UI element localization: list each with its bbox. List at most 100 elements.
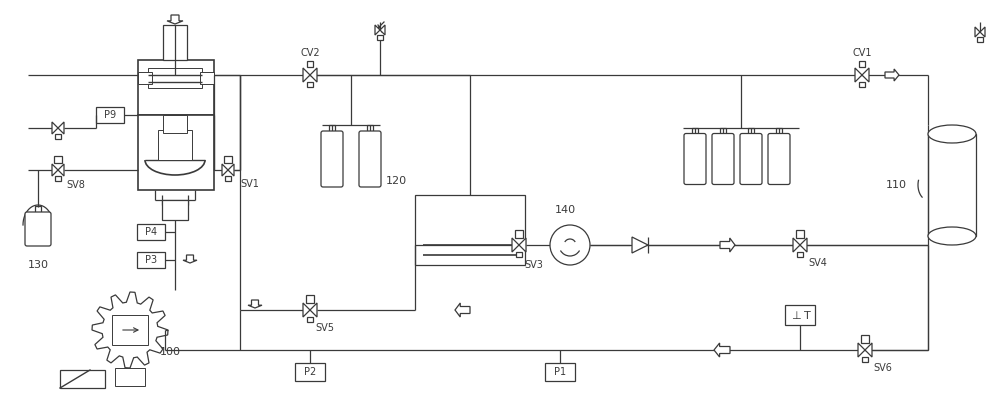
Bar — [138, 60, 214, 115]
Polygon shape — [248, 300, 262, 308]
Polygon shape — [58, 122, 64, 134]
Polygon shape — [975, 27, 980, 37]
Polygon shape — [714, 343, 730, 357]
Polygon shape — [800, 238, 807, 252]
Bar — [54, 156, 62, 163]
Bar — [785, 305, 815, 325]
FancyBboxPatch shape — [321, 131, 343, 187]
Polygon shape — [455, 303, 470, 317]
Text: 120: 120 — [386, 176, 407, 186]
Bar — [115, 368, 145, 386]
Text: 130: 130 — [28, 260, 49, 270]
Text: CV1: CV1 — [852, 48, 872, 58]
Text: 100: 100 — [160, 347, 181, 357]
Polygon shape — [865, 343, 872, 357]
Ellipse shape — [928, 125, 976, 143]
Bar — [112, 315, 148, 345]
Bar — [307, 82, 313, 87]
Bar — [861, 335, 869, 343]
FancyBboxPatch shape — [684, 134, 706, 184]
Bar — [163, 25, 187, 60]
Bar — [306, 295, 314, 303]
Polygon shape — [228, 164, 234, 176]
Text: P1: P1 — [554, 367, 566, 377]
Polygon shape — [310, 68, 317, 82]
Text: P4: P4 — [145, 227, 157, 237]
Bar — [55, 134, 61, 139]
Polygon shape — [303, 303, 310, 317]
Bar — [859, 61, 865, 67]
Polygon shape — [58, 164, 64, 176]
Text: SV1: SV1 — [240, 179, 259, 189]
Polygon shape — [380, 25, 385, 35]
Bar — [748, 128, 754, 136]
FancyBboxPatch shape — [25, 212, 51, 246]
Bar — [415, 195, 525, 265]
Bar — [377, 35, 383, 40]
Bar — [137, 252, 165, 268]
Bar — [224, 156, 232, 163]
Text: SV5: SV5 — [315, 323, 334, 333]
Text: SV4: SV4 — [808, 258, 827, 268]
Bar — [796, 230, 804, 238]
Polygon shape — [512, 238, 519, 252]
Text: CV2: CV2 — [300, 48, 320, 58]
Text: SV8: SV8 — [66, 180, 85, 190]
Polygon shape — [310, 303, 317, 317]
Text: P2: P2 — [304, 367, 316, 377]
Text: $\bot$T: $\bot$T — [789, 309, 811, 321]
Bar — [367, 125, 373, 133]
Text: SV3: SV3 — [524, 260, 543, 270]
Text: P3: P3 — [145, 255, 157, 265]
Circle shape — [550, 225, 590, 265]
Bar — [158, 130, 192, 160]
Bar — [148, 68, 202, 88]
FancyBboxPatch shape — [359, 131, 381, 187]
Bar — [307, 317, 313, 322]
Bar — [55, 176, 61, 181]
Bar — [776, 128, 782, 136]
Bar — [225, 176, 231, 181]
Bar — [977, 37, 983, 42]
Bar — [138, 72, 152, 84]
Polygon shape — [183, 255, 197, 263]
Polygon shape — [885, 69, 899, 81]
Polygon shape — [980, 27, 985, 37]
Bar — [692, 128, 698, 136]
Polygon shape — [632, 237, 648, 253]
Bar — [859, 82, 865, 87]
Polygon shape — [858, 343, 865, 357]
Bar — [138, 115, 214, 190]
Bar — [295, 363, 325, 381]
Bar — [60, 370, 105, 388]
Bar — [545, 363, 575, 381]
Bar — [720, 128, 726, 136]
Bar — [35, 206, 41, 214]
Polygon shape — [303, 68, 310, 82]
Polygon shape — [519, 238, 526, 252]
Polygon shape — [855, 68, 862, 82]
Bar — [162, 200, 188, 220]
Polygon shape — [720, 238, 735, 252]
Text: P9: P9 — [104, 110, 116, 120]
Polygon shape — [862, 68, 869, 82]
FancyBboxPatch shape — [712, 134, 734, 184]
Bar — [163, 115, 187, 133]
Polygon shape — [222, 164, 228, 176]
Text: 110: 110 — [886, 180, 907, 190]
Bar — [329, 125, 335, 133]
FancyBboxPatch shape — [740, 134, 762, 184]
Bar — [862, 357, 868, 362]
Bar — [137, 224, 165, 240]
Bar — [200, 72, 214, 84]
Ellipse shape — [928, 227, 976, 245]
Text: 140: 140 — [555, 205, 576, 215]
Polygon shape — [793, 238, 800, 252]
Polygon shape — [375, 25, 380, 35]
Bar — [797, 252, 803, 257]
Polygon shape — [52, 122, 58, 134]
Text: SV6: SV6 — [873, 363, 892, 373]
Bar — [928, 134, 976, 236]
Bar — [516, 252, 522, 257]
Bar — [515, 230, 523, 238]
